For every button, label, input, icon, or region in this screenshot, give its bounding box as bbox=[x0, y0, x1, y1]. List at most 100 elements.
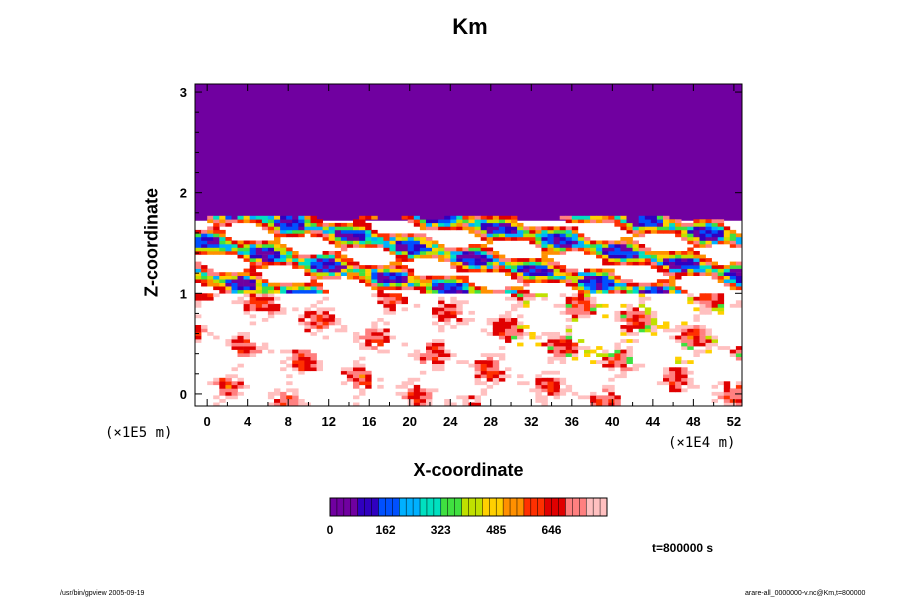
heatmap-cell bbox=[353, 381, 360, 386]
heatmap-cell bbox=[195, 265, 202, 269]
heatmap-cell bbox=[444, 251, 451, 255]
heatmap-cell bbox=[340, 328, 348, 333]
heatmap-cell bbox=[559, 377, 567, 382]
heatmap-cell bbox=[711, 339, 718, 343]
heatmap-cell bbox=[650, 251, 658, 255]
heatmap-cell bbox=[292, 289, 299, 294]
heatmap-cell bbox=[626, 360, 633, 364]
heatmap-cell bbox=[693, 314, 700, 319]
heatmap-cell bbox=[195, 229, 202, 234]
heatmap-cell bbox=[456, 268, 463, 273]
heatmap-cell bbox=[310, 215, 317, 220]
heatmap-cell bbox=[419, 370, 427, 375]
heatmap-cell bbox=[584, 314, 591, 319]
heatmap-cell bbox=[735, 275, 742, 280]
heatmap-cell bbox=[432, 222, 439, 227]
heatmap-cell bbox=[620, 356, 627, 361]
heatmap-cell bbox=[328, 258, 336, 262]
heatmap-cell bbox=[705, 237, 712, 241]
heatmap-cell bbox=[620, 363, 627, 368]
heatmap-cell bbox=[255, 222, 263, 227]
heatmap-cell bbox=[255, 296, 263, 301]
heatmap-cell bbox=[292, 265, 299, 269]
heatmap-cell bbox=[462, 251, 469, 255]
heatmap-cell bbox=[432, 244, 439, 248]
heatmap-cell bbox=[468, 244, 475, 248]
heatmap-cell bbox=[395, 247, 402, 252]
heatmap-cell bbox=[377, 237, 384, 241]
heatmap-cell bbox=[255, 265, 263, 269]
heatmap-cell bbox=[389, 300, 396, 305]
heatmap-cell bbox=[608, 219, 615, 224]
heatmap-cell bbox=[450, 226, 457, 231]
heatmap-cell bbox=[590, 360, 597, 364]
heatmap-cell bbox=[498, 258, 506, 262]
colorbar-segment bbox=[482, 498, 490, 516]
colorbar-segment bbox=[544, 498, 552, 516]
heatmap-cell bbox=[541, 332, 548, 336]
heatmap-cell bbox=[663, 229, 670, 234]
heatmap-cell bbox=[492, 233, 500, 238]
heatmap-cell bbox=[723, 268, 731, 273]
heatmap-cell bbox=[365, 328, 372, 333]
heatmap-cell bbox=[353, 261, 360, 266]
heatmap-cell bbox=[365, 279, 372, 283]
heatmap-cell bbox=[237, 381, 244, 386]
heatmap-cell bbox=[663, 222, 670, 227]
heatmap-cell bbox=[432, 251, 439, 255]
heatmap-cell bbox=[547, 275, 554, 280]
heatmap-cell bbox=[486, 237, 494, 241]
heatmap-cell bbox=[693, 349, 700, 354]
heatmap-cell bbox=[541, 258, 548, 262]
heatmap-cell bbox=[735, 261, 742, 266]
heatmap-cell bbox=[632, 251, 639, 255]
heatmap-cell bbox=[511, 293, 518, 298]
heatmap-cell bbox=[675, 265, 682, 269]
heatmap-cell bbox=[274, 282, 281, 287]
heatmap-cell bbox=[705, 219, 712, 224]
heatmap-cell bbox=[644, 229, 652, 234]
heatmap-cell bbox=[590, 282, 597, 287]
heatmap-cell bbox=[292, 353, 299, 357]
heatmap-cell bbox=[608, 240, 615, 245]
heatmap-cell bbox=[553, 268, 560, 273]
heatmap-cell bbox=[359, 279, 366, 283]
heatmap-cell bbox=[219, 286, 226, 291]
heatmap-cell bbox=[553, 226, 560, 231]
heatmap-cell bbox=[571, 237, 579, 241]
heatmap-cell bbox=[474, 363, 481, 368]
heatmap-cell bbox=[577, 296, 585, 301]
heatmap-cell bbox=[462, 226, 469, 231]
heatmap-cell bbox=[310, 265, 317, 269]
heatmap-cell bbox=[584, 247, 591, 252]
heatmap-cell bbox=[687, 300, 694, 305]
heatmap-cell bbox=[237, 272, 244, 276]
heatmap-cell bbox=[614, 261, 621, 266]
heatmap-cell bbox=[328, 233, 336, 238]
heatmap-cell bbox=[547, 237, 554, 241]
heatmap-cell bbox=[389, 286, 396, 291]
heatmap-cell bbox=[559, 356, 567, 361]
heatmap-cell bbox=[255, 349, 263, 354]
heatmap-cell bbox=[687, 377, 694, 382]
heatmap-cell bbox=[614, 247, 621, 252]
heatmap-cell bbox=[237, 342, 244, 347]
heatmap-cell bbox=[729, 229, 737, 234]
heatmap-cell bbox=[438, 314, 445, 319]
heatmap-cell bbox=[383, 303, 390, 308]
heatmap-cell bbox=[687, 360, 694, 364]
heatmap-cell bbox=[316, 219, 323, 224]
heatmap-cell bbox=[316, 318, 323, 322]
heatmap-cell bbox=[565, 310, 573, 315]
heatmap-cell bbox=[577, 237, 585, 241]
heatmap-cell bbox=[535, 335, 542, 340]
heatmap-cell bbox=[492, 370, 500, 375]
heatmap-cell bbox=[535, 229, 542, 234]
heatmap-cell bbox=[395, 251, 402, 255]
heatmap-cell bbox=[413, 247, 421, 252]
heatmap-cell bbox=[237, 335, 244, 340]
heatmap-cell bbox=[195, 293, 202, 298]
heatmap-cell bbox=[432, 388, 439, 393]
heatmap-cell bbox=[650, 289, 658, 294]
heatmap-cell bbox=[541, 399, 548, 403]
